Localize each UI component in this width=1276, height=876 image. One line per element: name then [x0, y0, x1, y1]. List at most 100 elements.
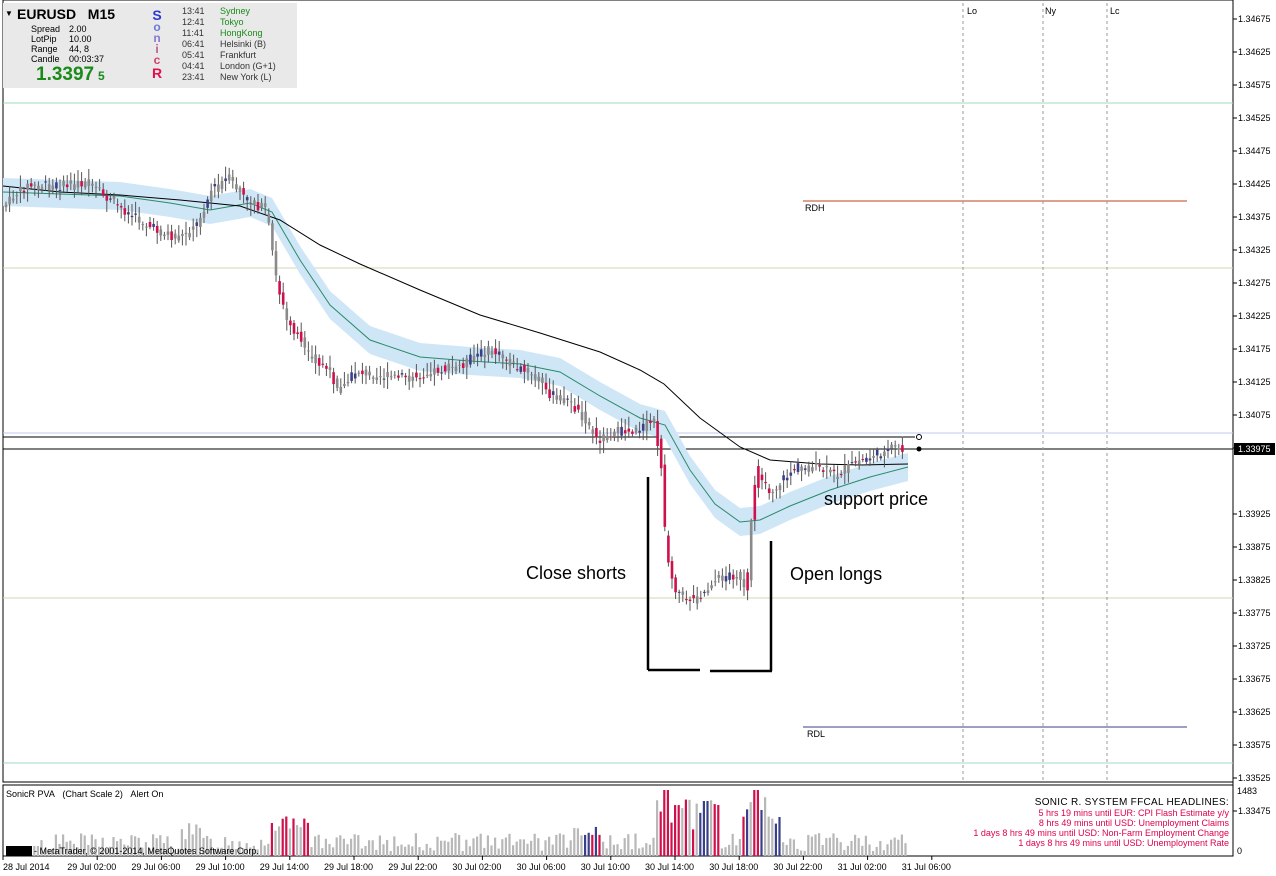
- session-time: 13:41: [182, 6, 205, 16]
- volume-bar: [414, 833, 417, 856]
- level-marker: [916, 434, 922, 440]
- volume-bar: [713, 804, 716, 856]
- candle-body: [339, 386, 343, 393]
- price-tick-label: 1.33825: [1238, 575, 1271, 585]
- candle-body: [778, 485, 782, 490]
- volume-bar: [893, 837, 896, 856]
- volume-bar: [393, 836, 396, 856]
- candle-body: [433, 368, 436, 375]
- volume-bar: [573, 828, 576, 856]
- volume-bar: [720, 848, 723, 856]
- volume-bar: [890, 839, 893, 856]
- candle-body: [519, 366, 523, 372]
- volume-bar: [76, 847, 79, 856]
- candle-body: [811, 467, 814, 472]
- volume-bar: [594, 826, 597, 856]
- volume-bar: [306, 822, 309, 856]
- price-small: 5: [98, 69, 105, 83]
- candle-body: [771, 491, 775, 493]
- candle-body: [613, 431, 616, 437]
- volume-bar: [407, 844, 410, 856]
- session-name: Sydney: [220, 6, 251, 16]
- candle-body: [29, 183, 33, 187]
- volume-bar: [371, 840, 374, 856]
- candle-body: [839, 474, 843, 476]
- time-tick-label: 29 Jul 14:00: [260, 862, 309, 872]
- candle-body: [386, 372, 389, 378]
- candle-body: [472, 355, 476, 361]
- volume-bar: [602, 841, 605, 856]
- candle-body: [328, 367, 332, 370]
- candle-body: [854, 461, 857, 463]
- time-tick-label: 29 Jul 22:00: [388, 862, 437, 872]
- session-row: 11:41 HongKong: [182, 28, 276, 39]
- volume-bar: [94, 839, 97, 856]
- volume-bar: [83, 835, 86, 856]
- volume-bar: [252, 845, 255, 856]
- volume-bar: [789, 838, 792, 856]
- volume-bar: [504, 837, 507, 856]
- candle-body: [206, 199, 209, 208]
- volume-bar: [821, 844, 824, 856]
- candle-body: [670, 561, 674, 579]
- volume-bar: [368, 840, 371, 856]
- session-clock-list: 13:41 Sydney 12:41 Tokyo 11:41 HongKong 06:41 H…: [182, 6, 276, 83]
- candle-body: [677, 591, 681, 593]
- candle-body: [263, 203, 267, 207]
- candle-body: [886, 448, 890, 451]
- volume-bar: [123, 844, 126, 856]
- candle-body: [829, 469, 832, 473]
- candle-body: [699, 597, 703, 599]
- volume-bar: [260, 839, 263, 856]
- candle-body: [760, 474, 764, 481]
- candle-body: [767, 488, 771, 494]
- price-tick-label: 1.33725: [1238, 641, 1271, 651]
- volume-bar: [900, 834, 903, 856]
- rdl-label: RDL: [807, 729, 825, 739]
- time-tick-label: 29 Jul 18:00: [324, 862, 373, 872]
- volume-bar: [674, 805, 677, 856]
- candle-body: [785, 477, 789, 481]
- volume-bar: [238, 841, 241, 856]
- volume-bar: [580, 835, 583, 856]
- candle-body: [393, 374, 397, 376]
- volume-bar: [425, 843, 428, 856]
- candle-body: [350, 372, 353, 381]
- candle-body: [411, 376, 415, 381]
- price-tick-label: 1.34275: [1238, 278, 1271, 288]
- volume-bar: [180, 829, 183, 856]
- candle-body: [91, 183, 94, 186]
- dropdown-arrow-icon[interactable]: ▼: [5, 9, 13, 18]
- candle-body: [656, 421, 659, 446]
- volume-bar: [130, 835, 133, 856]
- volume-bar: [411, 846, 414, 856]
- time-tick-label: 30 Jul 10:00: [581, 862, 630, 872]
- candle-body: [710, 585, 713, 589]
- volume-bar: [375, 849, 378, 856]
- volume-bar: [627, 834, 630, 856]
- candle-body: [868, 458, 872, 461]
- price-tick-label: 1.34125: [1238, 377, 1271, 387]
- volume-bar: [778, 816, 781, 856]
- candle-body: [231, 177, 235, 181]
- candle-body: [742, 579, 746, 588]
- candle-body: [289, 320, 292, 326]
- candle-body: [555, 395, 559, 400]
- candle-body: [101, 189, 105, 196]
- candle-body: [764, 481, 767, 484]
- close-shorts-note: Close shorts: [526, 563, 627, 583]
- symbol-name: EURUSD M15: [17, 6, 116, 22]
- time-tick-label: 30 Jul 22:00: [773, 862, 822, 872]
- candle-body: [627, 428, 631, 432]
- volume-bar: [702, 801, 705, 856]
- dragon-band: [3, 178, 908, 536]
- session-row: 06:41 Helsinki (B): [182, 39, 276, 50]
- candle-body: [461, 363, 465, 369]
- candle-body: [857, 460, 861, 465]
- candle-body: [602, 434, 605, 442]
- candle-body: [451, 366, 454, 368]
- candle-body: [281, 292, 285, 305]
- candle-body: [724, 576, 728, 582]
- volume-bar: [357, 835, 360, 856]
